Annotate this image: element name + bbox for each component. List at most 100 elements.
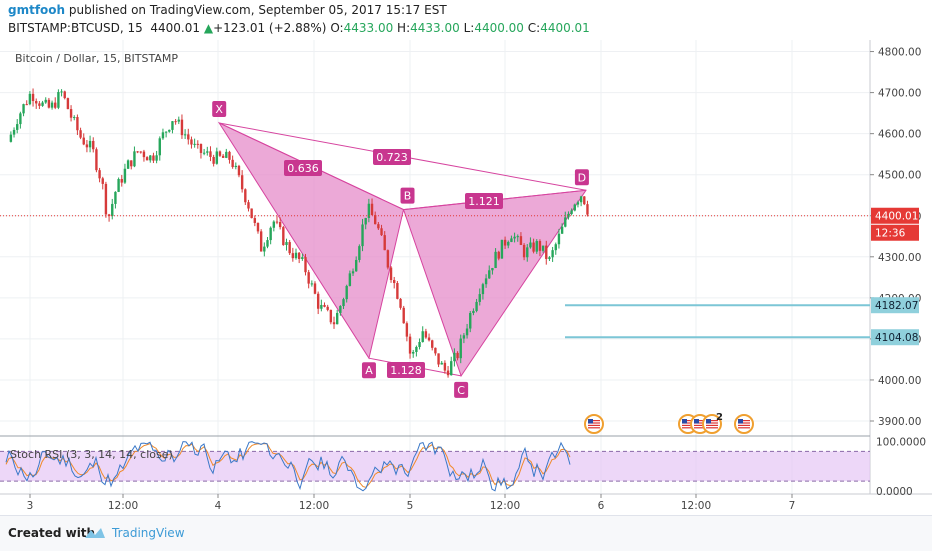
candle-body bbox=[107, 214, 111, 217]
flag-stripe bbox=[706, 420, 718, 422]
candle-body bbox=[9, 134, 13, 142]
stoch-band-fill bbox=[0, 451, 870, 482]
ratio-xb-text: 0.636 bbox=[287, 162, 319, 175]
time-axis[interactable]: 3 12:00 4 12:00 5 12:00 6 12:00 7 bbox=[27, 494, 796, 512]
us-flag-event-icon bbox=[584, 414, 604, 434]
candle-body bbox=[234, 165, 238, 168]
candle-body bbox=[259, 231, 263, 252]
candle-body bbox=[497, 251, 500, 259]
candle-body bbox=[85, 144, 89, 148]
pattern-point-c-bg bbox=[454, 381, 469, 398]
candle-body bbox=[491, 268, 494, 271]
candle-body bbox=[503, 239, 507, 246]
change-arrow-icon: ▲ bbox=[203, 21, 214, 35]
ratio-ac-text: 1.128 bbox=[390, 364, 422, 377]
high-value: 4433.00 bbox=[410, 21, 460, 35]
candle-body bbox=[253, 218, 257, 223]
flag-stripe bbox=[694, 420, 706, 422]
candle-body bbox=[361, 224, 364, 247]
price-tick-label: 4800.00 bbox=[878, 47, 921, 59]
candle-body bbox=[443, 362, 447, 371]
candle-body bbox=[282, 227, 285, 246]
price-tick-label: 4300.00 bbox=[878, 252, 921, 264]
ratio-xb-bg bbox=[284, 160, 322, 176]
candle-body bbox=[453, 352, 456, 362]
stoch-tick-label: 100.0000 bbox=[876, 437, 926, 449]
chart[interactable]: Bitcoin / Dollar, 15, BITSTAMP X A B C D 0.63… bbox=[0, 40, 932, 515]
candle-body bbox=[370, 203, 374, 216]
candle-body bbox=[149, 155, 152, 161]
candle-body bbox=[66, 98, 70, 110]
flag-stripe bbox=[706, 422, 718, 424]
low-label: L: bbox=[463, 21, 475, 35]
candle-body bbox=[111, 203, 114, 217]
candle-body bbox=[367, 203, 371, 218]
candle-body bbox=[193, 143, 196, 145]
candle-body bbox=[101, 178, 104, 184]
candle-body bbox=[320, 304, 323, 309]
candle-body bbox=[393, 279, 396, 284]
last-price-label: 4400.01 bbox=[875, 211, 918, 223]
candle-body bbox=[386, 250, 390, 268]
candle-body bbox=[380, 228, 383, 236]
candle-body bbox=[164, 131, 168, 133]
time-tick-label: 12:00 bbox=[490, 500, 520, 512]
pattern-labels: X A B C D 0.636 0.723 1.121 1.128 bbox=[212, 100, 589, 398]
candle-body bbox=[307, 272, 310, 284]
candle-body bbox=[405, 323, 409, 337]
candle-body bbox=[212, 156, 215, 164]
candle-body bbox=[152, 155, 155, 161]
level2-label-bg bbox=[871, 329, 919, 346]
pattern-point-a-bg bbox=[361, 362, 376, 379]
candle-body bbox=[529, 242, 532, 248]
author-link[interactable]: gmtfooh bbox=[8, 3, 66, 17]
candle-body bbox=[225, 151, 228, 158]
candle-body bbox=[345, 285, 348, 300]
candle-body bbox=[481, 284, 485, 295]
candle-body bbox=[522, 244, 526, 258]
tradingview-link[interactable]: TradingView bbox=[112, 526, 185, 540]
candle-body bbox=[427, 337, 431, 341]
flag-stripe bbox=[738, 424, 750, 426]
candle-body bbox=[126, 160, 130, 169]
candle-body bbox=[44, 99, 47, 103]
candle-body bbox=[421, 331, 424, 343]
harmonic-pattern[interactable] bbox=[217, 121, 587, 377]
candle-body bbox=[218, 151, 222, 156]
time-tick-label: 12:00 bbox=[681, 500, 711, 512]
candle-body bbox=[399, 298, 402, 308]
pattern-point-d-text: D bbox=[578, 171, 586, 184]
candle-body bbox=[209, 151, 212, 157]
time-tick-label: 3 bbox=[27, 500, 34, 512]
candle-body bbox=[545, 245, 548, 259]
candle-body bbox=[532, 242, 535, 252]
candle-body bbox=[332, 322, 336, 325]
candle-body bbox=[285, 242, 288, 246]
candle-body bbox=[358, 246, 361, 260]
level2-label: 4104.08 bbox=[875, 332, 918, 344]
candle-body bbox=[294, 252, 298, 259]
candle-body bbox=[383, 235, 386, 251]
price-axis[interactable]: 4800.004700.004600.004500.004400.004300.… bbox=[870, 47, 921, 428]
candle-body bbox=[335, 312, 339, 325]
candle-body bbox=[313, 283, 317, 294]
tradingview-logo-icon bbox=[85, 528, 105, 538]
countdown-label-bg bbox=[871, 224, 919, 241]
time-tick-label: 6 bbox=[598, 500, 605, 512]
candle-body bbox=[567, 213, 570, 218]
candle-body bbox=[79, 130, 82, 138]
candle-body bbox=[364, 217, 367, 225]
stoch-k-line bbox=[5, 441, 571, 492]
level1-label: 4182.07 bbox=[875, 300, 918, 312]
grid bbox=[0, 40, 870, 494]
flag-stripe bbox=[588, 424, 600, 426]
flag-stripe bbox=[738, 420, 750, 422]
ratio-ac-bg bbox=[387, 362, 425, 378]
candle-body bbox=[462, 335, 466, 339]
candle-body bbox=[538, 241, 542, 251]
candle-body bbox=[199, 143, 203, 153]
event-markers[interactable]: 2 bbox=[584, 412, 754, 434]
candle-body bbox=[446, 370, 450, 376]
candle-body bbox=[168, 129, 171, 132]
ratio-xd: 0.723 bbox=[373, 149, 411, 165]
